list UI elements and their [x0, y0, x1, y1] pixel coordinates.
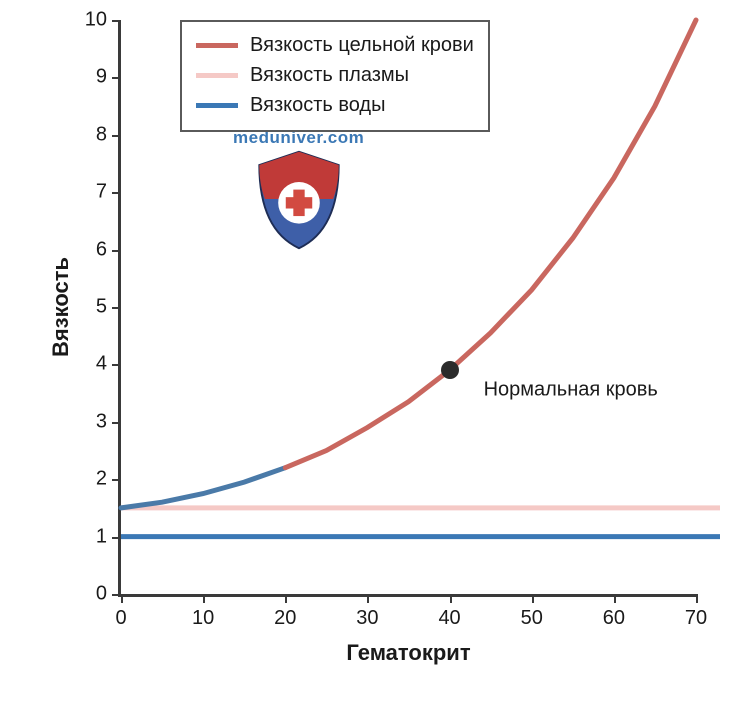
y-tick	[112, 77, 121, 79]
legend-label: Вязкость цельной крови	[250, 34, 474, 57]
y-tick	[112, 537, 121, 539]
x-tick-label: 10	[192, 607, 214, 630]
legend-box: Вязкость цельной крови Вязкость плазмы Вяз…	[180, 20, 490, 132]
legend-label: Вязкость воды	[250, 94, 385, 117]
y-tick-label: 7	[96, 181, 107, 204]
x-tick-label: 40	[438, 607, 460, 630]
normal-blood-label: Нормальная кровь	[484, 379, 658, 402]
y-tick	[112, 250, 121, 252]
y-axis-label: Вязкость	[48, 257, 74, 357]
y-tick-label: 10	[85, 9, 107, 32]
y-tick-label: 1	[96, 525, 107, 548]
whole-blood-line-low	[121, 468, 285, 508]
x-tick-label: 30	[356, 607, 378, 630]
x-axis-label: Гематокрит	[346, 640, 470, 666]
legend-swatch	[196, 43, 238, 48]
legend-swatch	[196, 73, 238, 78]
y-tick-label: 5	[96, 296, 107, 319]
legend-label: Вязкость плазмы	[250, 64, 409, 87]
y-tick-label: 4	[96, 353, 107, 376]
x-tick-label: 50	[521, 607, 543, 630]
normal-blood-marker	[441, 361, 459, 379]
viscosity-chart-figure: Гематокрит Вязкость Нормальная кровь med…	[0, 0, 754, 728]
legend-item: Вязкость плазмы	[196, 60, 474, 90]
y-tick	[112, 20, 121, 22]
legend-swatch	[196, 103, 238, 108]
y-tick	[112, 307, 121, 309]
y-tick	[112, 479, 121, 481]
y-tick	[112, 364, 121, 366]
y-tick	[112, 422, 121, 424]
y-tick-label: 0	[96, 583, 107, 606]
x-tick-label: 0	[115, 607, 126, 630]
y-tick-label: 6	[96, 238, 107, 261]
y-tick	[112, 135, 121, 137]
y-tick-label: 9	[96, 66, 107, 89]
legend-item: Вязкость цельной крови	[196, 30, 474, 60]
y-tick-label: 2	[96, 468, 107, 491]
x-tick-label: 20	[274, 607, 296, 630]
x-tick-label: 70	[685, 607, 707, 630]
y-tick-label: 8	[96, 123, 107, 146]
legend-item: Вязкость воды	[196, 90, 474, 120]
y-tick	[112, 594, 121, 596]
x-tick-label: 60	[603, 607, 625, 630]
y-tick	[112, 192, 121, 194]
y-tick-label: 3	[96, 410, 107, 433]
